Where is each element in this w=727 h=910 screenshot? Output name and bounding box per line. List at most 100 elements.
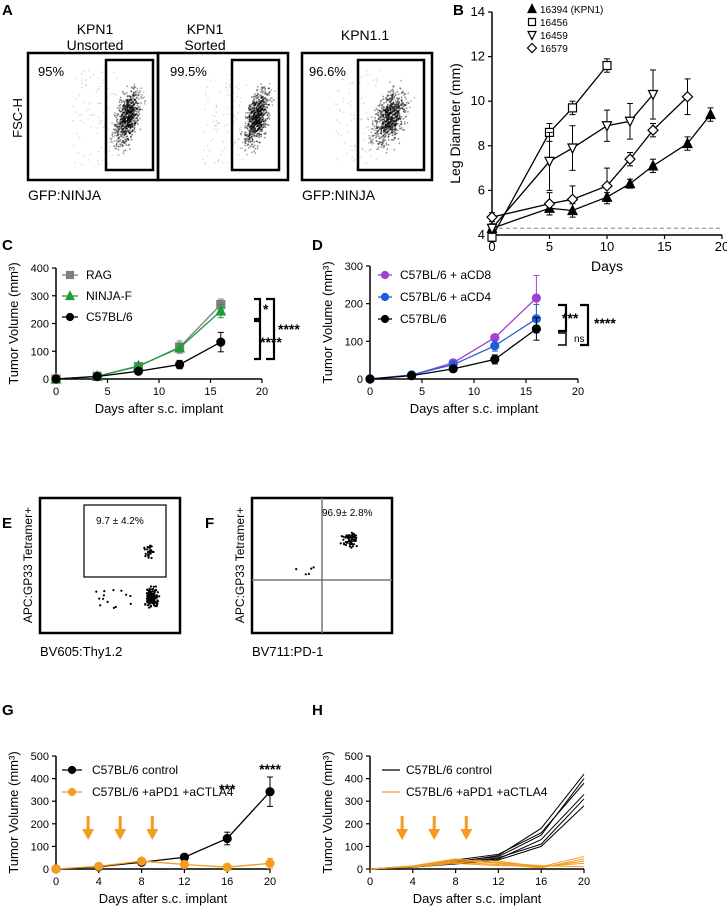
flow-event-dot: [255, 140, 258, 143]
flow-event-dot: [402, 110, 405, 113]
flow-event-dot: [147, 556, 150, 559]
flow-event-dot: [92, 73, 95, 76]
flow-event-dot: [244, 142, 247, 145]
flow-event-dot: [372, 127, 374, 130]
flow-event-dot: [270, 89, 273, 92]
chart-b-legend-label: 16459: [540, 31, 568, 42]
chart-c-data-point: [175, 359, 185, 370]
flow-event-dot: [381, 103, 384, 106]
flow-event-dot: [376, 120, 379, 123]
flow-event-dot: [348, 83, 351, 85]
flow-event-dot: [370, 131, 373, 134]
flow-event-dot: [114, 132, 117, 135]
flow-event-dot: [264, 126, 267, 129]
chart-g-x-tick-label: 16: [221, 876, 233, 888]
flow-event-dot: [406, 121, 409, 124]
flow-event-dot: [129, 126, 131, 128]
flow-event-dot: [373, 134, 376, 137]
flow-event-dot: [360, 119, 362, 121]
flow-event-dot: [110, 92, 113, 95]
flow-event-dot: [395, 123, 398, 126]
flow-event-dot: [381, 144, 384, 147]
flow-event-dot: [382, 116, 385, 119]
flow-event-dot: [267, 104, 270, 106]
chart-g-x-tick-label: 4: [96, 876, 102, 888]
flow-event-dot: [97, 122, 100, 124]
flow-event-dot: [401, 91, 404, 94]
chart-b-data-point: [624, 116, 636, 128]
flow-event-dot: [398, 97, 401, 99]
flow-event-dot: [380, 114, 382, 116]
flow-event-dot: [390, 89, 392, 92]
chart-c-y-tick-label: 100: [31, 346, 49, 358]
flow-event-dot: [262, 106, 265, 108]
flow-event-dot: [128, 131, 131, 134]
chart-b: 0 5 10 15 20 4 6 8 10 12 14 Days Leg Diameter (mm) 16…: [447, 3, 727, 274]
flow-event-dot: [113, 134, 116, 137]
flow-event-dot: [381, 123, 383, 125]
flow-event-dot: [214, 161, 216, 164]
flow-event-dot: [350, 546, 353, 549]
flow-event-dot: [263, 101, 265, 104]
flow-event-dot: [362, 148, 365, 151]
flow-event-dot: [264, 123, 267, 125]
flow-event-dot: [202, 158, 204, 161]
flow-event-dot: [351, 149, 353, 152]
flow-event-dot: [260, 96, 262, 99]
flow-event-dot: [228, 86, 231, 88]
flow-event-dot: [140, 87, 143, 89]
flow-event-dot: [256, 122, 259, 124]
flow-event-dot: [115, 139, 118, 142]
flow-event-dot: [135, 96, 138, 99]
flow-event-dot: [137, 92, 140, 94]
flow-event-dot: [78, 95, 81, 97]
flow-event-dot: [376, 129, 379, 132]
flow-event-dot: [264, 108, 267, 111]
flow-event-dot: [83, 101, 86, 104]
flow-event-dot: [392, 120, 395, 122]
flow-event-dot: [118, 137, 120, 140]
flow-event-dot: [354, 539, 357, 543]
flow-event-dot: [137, 115, 140, 117]
chart-d-data-point: [448, 364, 458, 374]
flow-event-dot: [135, 101, 137, 104]
flow-event-dot: [222, 114, 225, 117]
flow-event-dot: [370, 128, 373, 131]
flow-event-dot: [135, 101, 138, 104]
flow-event-dot: [375, 125, 378, 127]
flow-event-dot: [268, 87, 270, 90]
flow-event-dot: [266, 99, 269, 102]
chart-g-data-point: [179, 859, 189, 870]
flow-event-dot: [380, 129, 383, 132]
flow-event-dot: [395, 119, 398, 121]
flow-event-dot: [253, 131, 256, 134]
flow-event-dot: [126, 119, 129, 122]
chart-c-x-tick-label: 5: [104, 386, 110, 398]
chart-g-x-tick-label: 0: [53, 876, 59, 888]
flow-event-dot: [123, 104, 126, 107]
flow-event-dot: [375, 140, 378, 143]
flow-event-dot: [240, 132, 243, 135]
flow-event-dot: [380, 107, 383, 110]
flow-event-dot: [393, 117, 395, 120]
flow-event-dot: [127, 144, 130, 147]
flow-event-dot: [247, 143, 250, 146]
flow-event-dot: [386, 125, 388, 127]
flow-event-dot: [340, 134, 343, 137]
flow-event-dot: [149, 585, 153, 588]
flow-event-dot: [266, 124, 269, 126]
flow-event-dot: [365, 162, 368, 164]
flow-event-dot: [274, 90, 276, 92]
chart-d-data-point: [365, 374, 375, 384]
flow-event-dot: [244, 139, 247, 142]
flow-event-dot: [399, 127, 401, 130]
flow-event-dot: [339, 110, 342, 112]
flow-event-dot: [264, 91, 267, 94]
chart-b-data-point: [601, 121, 613, 133]
chart-g-arrow-head: [114, 829, 127, 840]
flow-event-dot: [348, 545, 351, 548]
flow-event-dot: [271, 100, 273, 103]
flow-event-dot: [135, 108, 138, 111]
flow-event-dot: [375, 127, 377, 130]
flow-event-dot: [389, 127, 392, 130]
